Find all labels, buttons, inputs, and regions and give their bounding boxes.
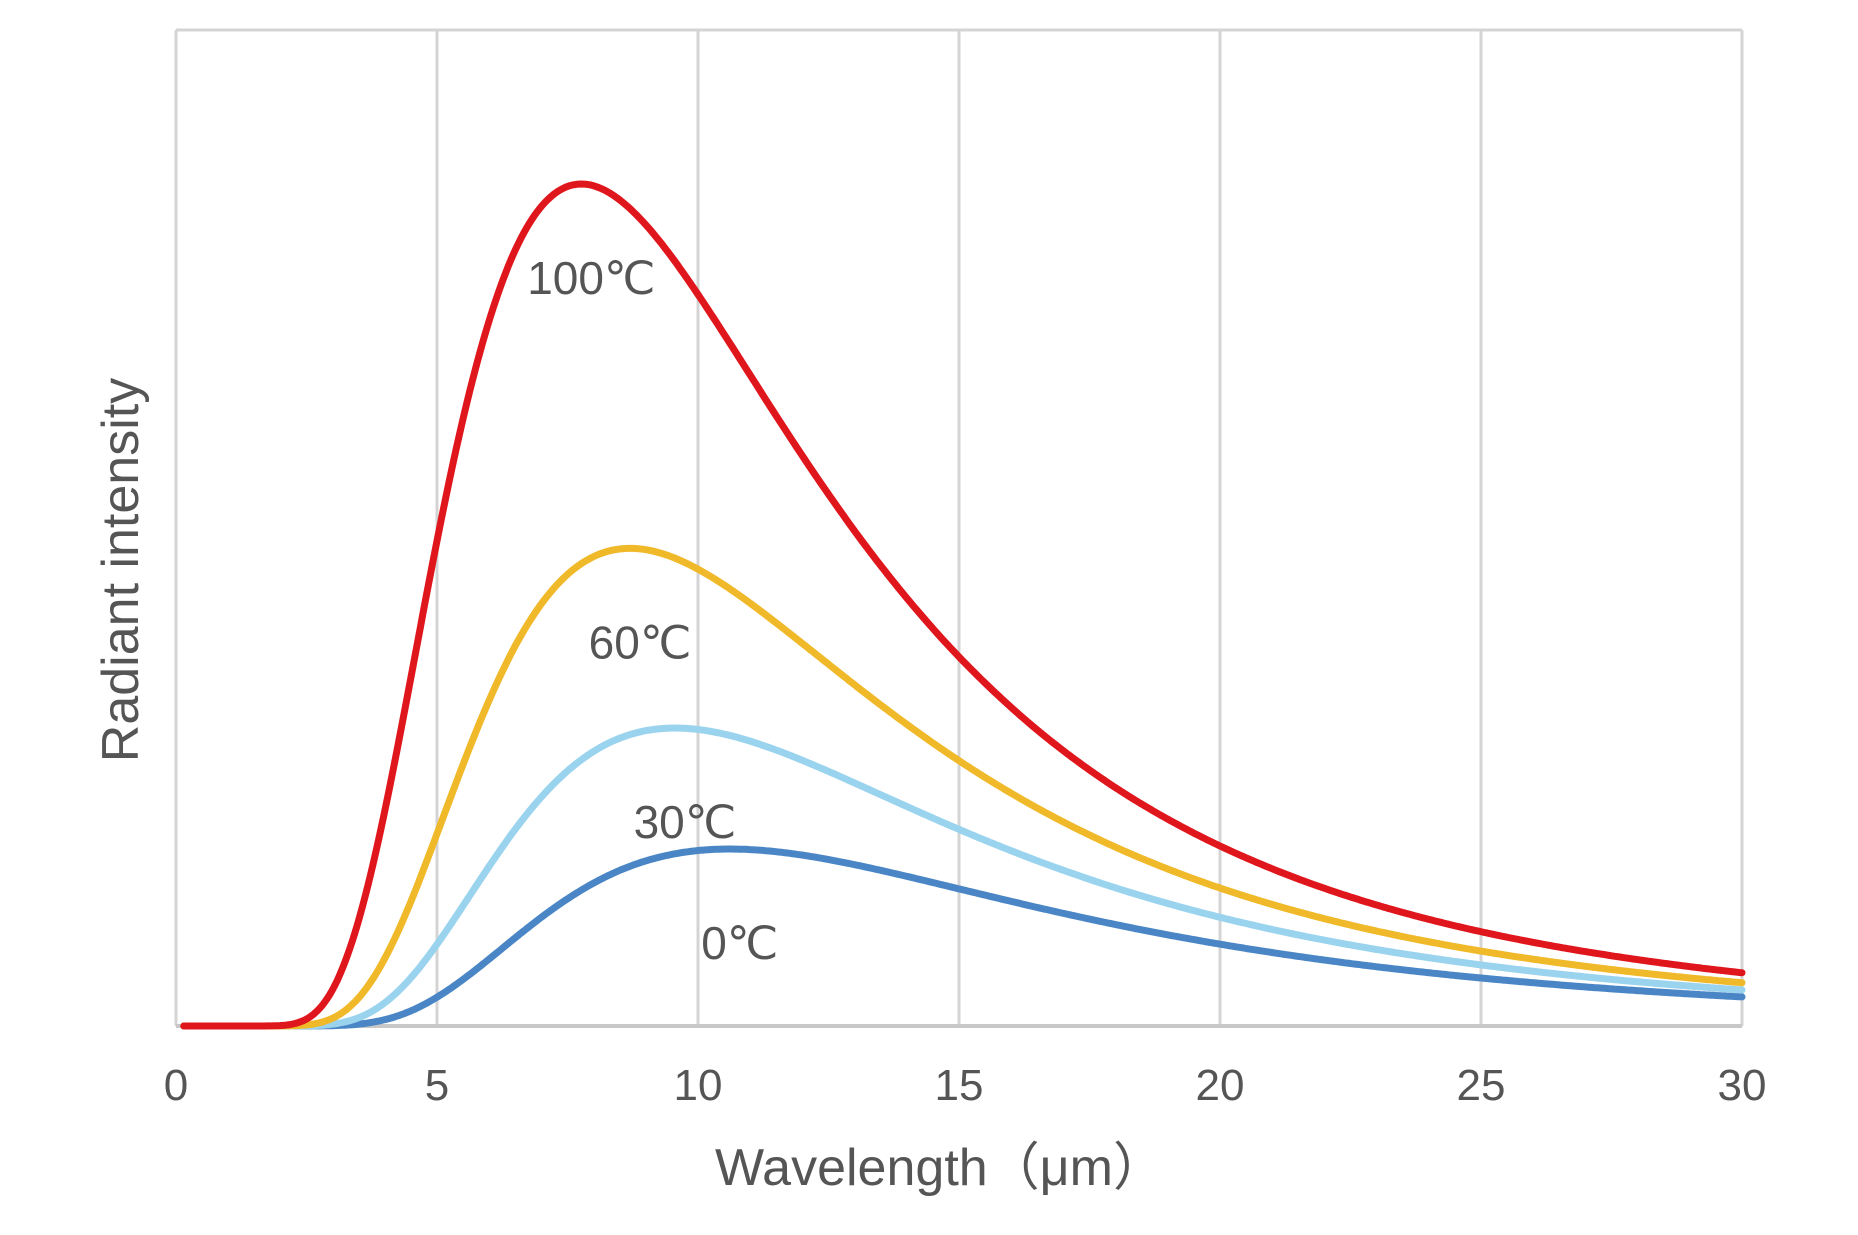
series-label-30c: 30℃ <box>634 796 737 848</box>
series-line-100c <box>180 180 1746 1030</box>
x-tick-label: 25 <box>1457 1061 1506 1110</box>
x-tick-label: 30 <box>1718 1061 1767 1110</box>
grid <box>174 28 1744 1028</box>
x-axis-title: Wavelength（μm） <box>715 1139 1165 1197</box>
series-labels: 0℃ 30℃ 60℃ 100℃ <box>527 252 778 969</box>
x-tick-label: 15 <box>935 1061 984 1110</box>
x-tick-label: 20 <box>1196 1061 1245 1110</box>
series-label-60c: 60℃ <box>589 616 692 668</box>
series-line-30c <box>180 724 1746 1030</box>
series-curves <box>180 180 1746 1030</box>
y-axis-title: Radiant intensity <box>92 378 150 762</box>
series-line-60c <box>180 544 1746 1030</box>
x-axis-ticks: 0 5 10 15 20 25 30 <box>164 1061 1767 1110</box>
x-tick-label: 0 <box>164 1061 188 1110</box>
series-label-0c: 0℃ <box>701 917 778 969</box>
x-tick-label: 10 <box>674 1061 723 1110</box>
x-tick-label: 5 <box>425 1061 449 1110</box>
series-label-100c: 100℃ <box>527 252 655 304</box>
series-line-0c <box>180 845 1746 1030</box>
